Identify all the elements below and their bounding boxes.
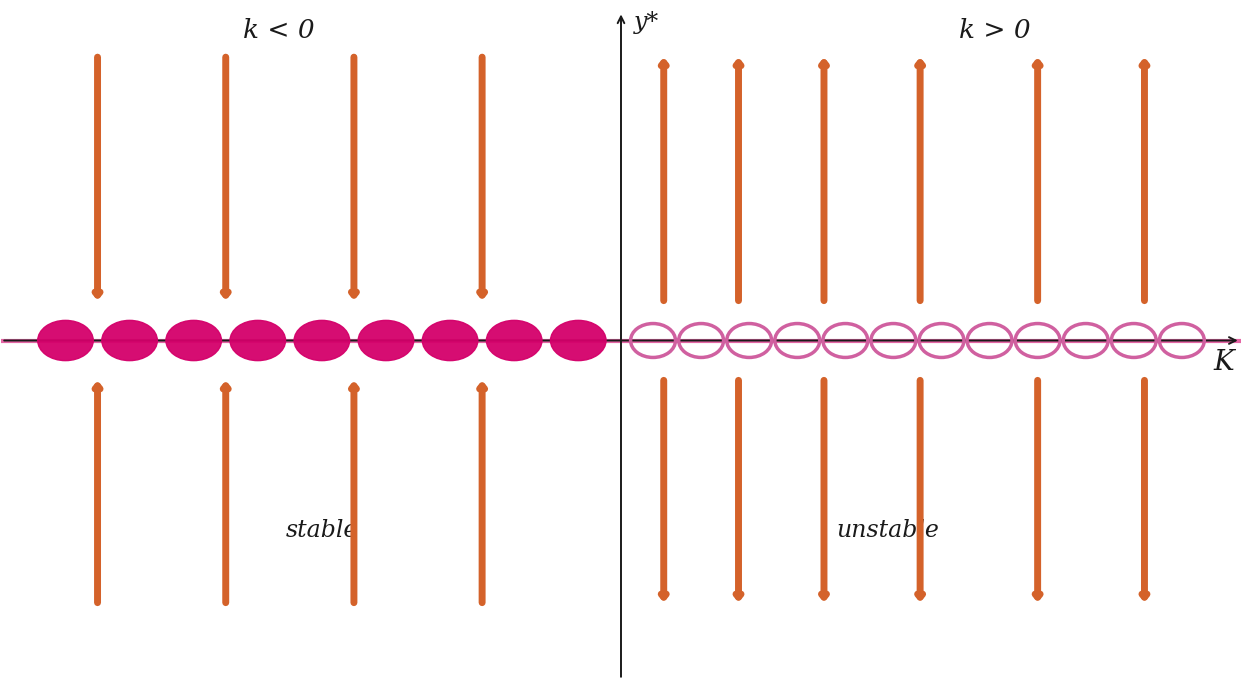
- Text: k < 0: k < 0: [243, 18, 315, 44]
- Ellipse shape: [166, 320, 221, 361]
- Ellipse shape: [102, 320, 158, 361]
- Text: y*: y*: [633, 10, 660, 33]
- Ellipse shape: [487, 320, 542, 361]
- Text: unstable: unstable: [837, 518, 939, 541]
- Ellipse shape: [358, 320, 414, 361]
- Text: k > 0: k > 0: [959, 18, 1031, 44]
- Ellipse shape: [422, 320, 478, 361]
- Ellipse shape: [230, 320, 286, 361]
- Ellipse shape: [550, 320, 606, 361]
- Text: K: K: [1213, 349, 1235, 376]
- Ellipse shape: [37, 320, 93, 361]
- Text: stable: stable: [286, 518, 358, 541]
- Ellipse shape: [294, 320, 350, 361]
